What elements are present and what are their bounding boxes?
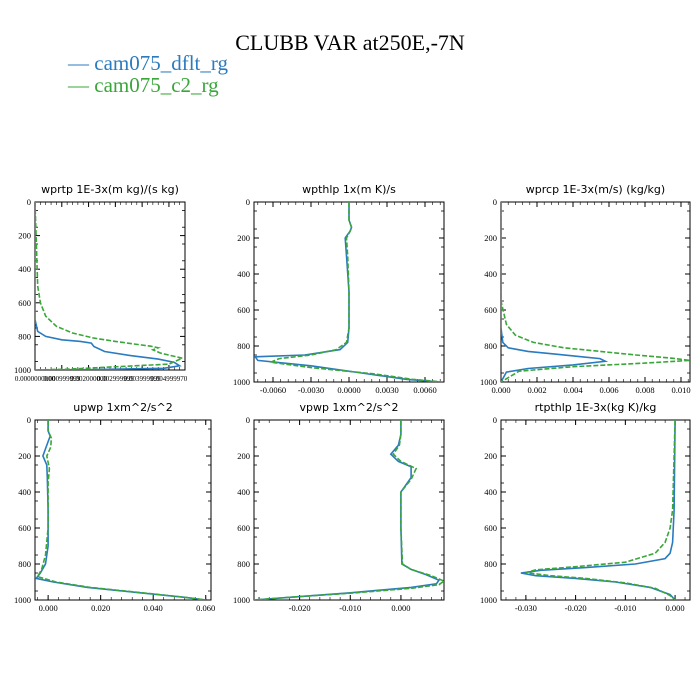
x-tick-label: 0.002 [527, 385, 546, 395]
series-line-c2 [35, 202, 185, 370]
x-tick-label: -0.0060 [260, 385, 286, 395]
y-tick-label: 0 [493, 197, 497, 207]
series-line-dflt [520, 420, 676, 600]
series-line-c2 [36, 420, 206, 600]
y-tick-label: 1000 [233, 377, 250, 387]
y-tick-label: 800 [484, 559, 497, 569]
y-tick-label: 800 [484, 341, 497, 351]
y-tick-label: 200 [18, 451, 31, 461]
y-tick-label: 800 [237, 341, 250, 351]
y-tick-label: 1000 [480, 595, 497, 605]
y-tick-label: 0 [27, 415, 31, 425]
y-tick-label: 200 [18, 231, 31, 241]
x-tick-label: 0.006 [599, 385, 618, 395]
x-tick-label: 0.000999999 [43, 375, 80, 383]
series-line-dflt [35, 420, 206, 600]
x-tick-label: 0.000 [391, 603, 410, 613]
x-tick-label: 0.0000000000 [15, 375, 56, 383]
y-tick-label: 600 [237, 523, 250, 533]
y-tick-label: 1000 [233, 595, 250, 605]
series-line-c2 [254, 420, 444, 600]
x-tick-label: 0.0000 [337, 385, 360, 395]
series-line-c2 [525, 420, 676, 600]
y-tick-label: 200 [484, 233, 497, 243]
x-tick-label: 0.002999999 [97, 375, 134, 383]
panel-2: wpthlp 1x(m K)/s 0 200 400 600 800 1000 -0.0060… [233, 183, 445, 395]
y-tick-label: 200 [237, 233, 250, 243]
x-tick-label: -0.030 [515, 603, 537, 613]
plot-frame [500, 419, 691, 601]
x-tick-label: 0.000 [39, 603, 58, 613]
x-tick-label: 0.000 [491, 385, 510, 395]
x-tick-label: -0.020 [289, 603, 311, 613]
y-tick-label: 200 [237, 451, 250, 461]
y-tick-label: 400 [18, 487, 31, 497]
legend-label-dflt: cam075_dflt_rg [94, 51, 229, 75]
x-tick-label: -0.0030 [298, 385, 324, 395]
y-tick-label: 0 [246, 415, 250, 425]
plot-frame [34, 201, 186, 371]
x-tick-label: 0.040 [144, 603, 163, 613]
plot-frame [500, 201, 691, 383]
series-line-c2 [267, 202, 443, 382]
series-line-dflt [254, 202, 441, 382]
panel-3: wprcp 1E-3x(m/s) (kg/kg) 0 200 400 600 800 100… [480, 183, 691, 395]
plot-frame [34, 419, 212, 601]
y-tick-label: 200 [484, 451, 497, 461]
y-tick-label: 800 [18, 331, 31, 341]
series-line-dflt [254, 420, 441, 600]
y-tick-label: 1000 [480, 377, 497, 387]
x-tick-label: 0.008 [635, 385, 654, 395]
y-tick-label: 0 [27, 197, 31, 207]
y-tick-label: 600 [18, 523, 31, 533]
series-line-c2 [501, 202, 690, 382]
y-tick-label: 400 [484, 269, 497, 279]
x-tick-label: -0.010 [339, 603, 361, 613]
x-tick-label: -0.010 [614, 603, 636, 613]
panel-title: upwp 1xm^2/s^2 [73, 401, 173, 414]
y-tick-label: 0 [493, 415, 497, 425]
y-tick-label: 1000 [14, 595, 31, 605]
x-tick-label: 0.004999970 [151, 375, 188, 383]
legend-label-c2: cam075_c2_rg [94, 73, 219, 97]
panel-title: vpwp 1xm^2/s^2 [299, 401, 398, 414]
x-tick-label: -0.020 [565, 603, 587, 613]
x-tick-label: 0.004 [563, 385, 583, 395]
panel-title: wprcp 1E-3x(m/s) (kg/kg) [526, 183, 665, 196]
y-tick-label: 600 [18, 298, 31, 308]
panel-title: rtpthlp 1E-3x(kg K)/kg [535, 401, 657, 414]
y-tick-label: 600 [484, 523, 497, 533]
panel-4: upwp 1xm^2/s^2 0 200 400 600 800 1000 0.000 0.02… [14, 401, 215, 613]
y-tick-label: 600 [484, 305, 497, 315]
panel-6: rtpthlp 1E-3x(kg K)/kg 0 200 400 600 800 1000 -… [480, 401, 691, 613]
series-line-dflt [501, 202, 609, 382]
panel-title: wpthlp 1x(m K)/s [302, 183, 396, 196]
y-tick-label: 800 [237, 559, 250, 569]
panel-title: wprtp 1E-3x(m kg)/(s kg) [41, 183, 179, 196]
figure-title: CLUBB VAR at250E,-7N [235, 30, 465, 55]
legend-entry-dflt: — cam075_dflt_rg [68, 51, 229, 75]
y-tick-label: 400 [18, 264, 31, 274]
y-tick-label: 400 [484, 487, 497, 497]
x-tick-label: 0.060 [196, 603, 215, 613]
panel-5: vpwp 1xm^2/s^2 0 200 400 600 800 1000 -0.020 -0.… [233, 401, 445, 613]
y-tick-label: 800 [18, 559, 31, 569]
x-tick-label: 0.0060 [413, 385, 436, 395]
y-tick-label: 600 [237, 305, 250, 315]
panel-1: wprtp 1E-3x(m kg)/(s kg) 0 200 400 600 800 100… [14, 183, 188, 383]
y-tick-label: 400 [237, 269, 250, 279]
x-tick-label: 0.002000000 [70, 375, 107, 383]
x-tick-label: 0.000 [666, 603, 685, 613]
x-tick-label: 0.010 [671, 385, 690, 395]
x-tick-label: 0.0030 [375, 385, 398, 395]
y-tick-label: 400 [237, 487, 250, 497]
x-tick-label: 0.003999999 [124, 375, 161, 383]
legend-entry-c2: — cam075_c2_rg [68, 73, 219, 97]
series-line-dflt [35, 202, 182, 370]
y-tick-label: 0 [246, 197, 250, 207]
x-tick-label: 0.020 [91, 603, 110, 613]
plot-frame [253, 419, 445, 601]
y-tick-label: 1000 [14, 365, 31, 375]
